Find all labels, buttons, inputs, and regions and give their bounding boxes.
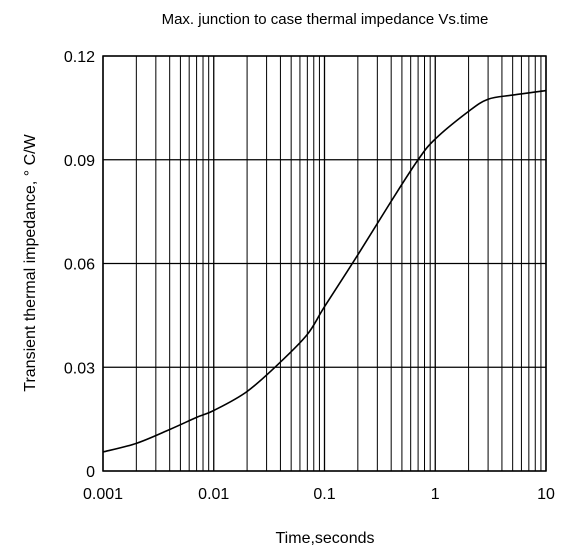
grid xyxy=(102,55,547,472)
x-axis-label: Time,seconds xyxy=(276,530,375,547)
x-tick-label: 0.001 xyxy=(83,486,123,503)
x-tick-label: 10 xyxy=(537,486,555,503)
y-tick-label: 0.09 xyxy=(64,153,95,170)
y-tick-label: 0 xyxy=(86,464,95,481)
chart-title: Max. junction to case thermal impedance … xyxy=(162,11,489,28)
y-axis-label: Transient thermal impedance, ° C/W xyxy=(22,133,39,391)
series-layer xyxy=(102,89,547,453)
y-tick-label: 0.06 xyxy=(64,257,95,274)
tick-labels: 0.001 0.01 0.1 1 10 0 0.03 0.06 0.09 0.12 xyxy=(64,49,555,503)
plot-frame xyxy=(102,55,547,472)
y-tick-label: 0.03 xyxy=(64,360,95,377)
series-line xyxy=(102,89,547,453)
x-tick-label: 0.01 xyxy=(198,486,229,503)
x-tick-label: 0.1 xyxy=(313,486,335,503)
y-tick-label: 0.12 xyxy=(64,49,95,66)
x-tick-label: 1 xyxy=(431,486,440,503)
